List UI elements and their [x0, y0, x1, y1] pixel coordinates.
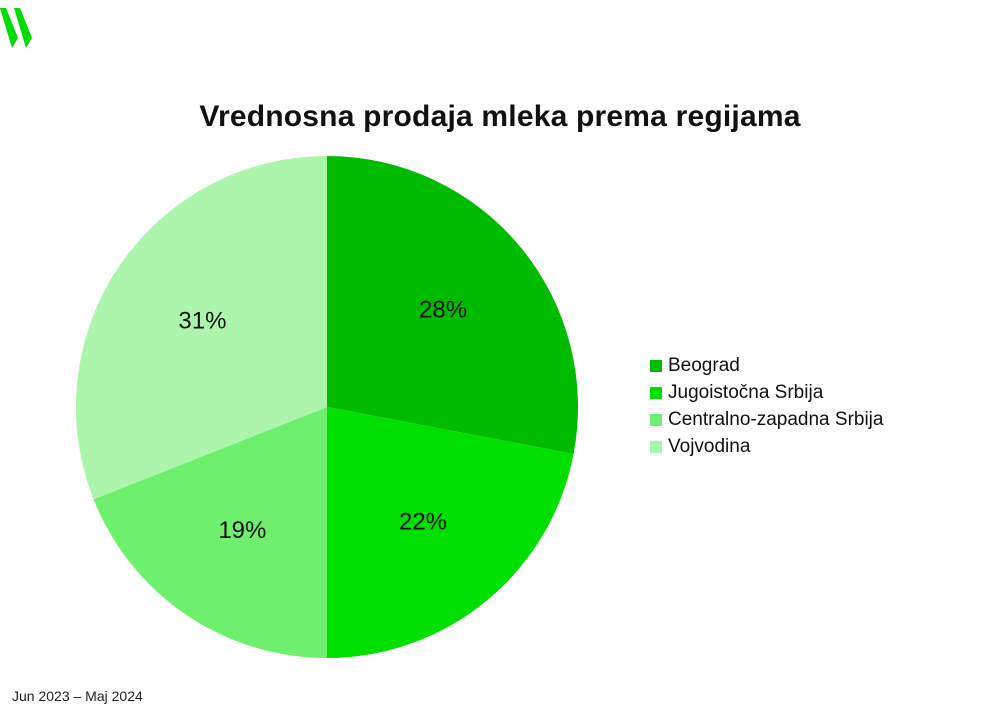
legend-label: Jugoistočna Srbija — [668, 381, 824, 403]
legend-label: Centralno-zapadna Srbija — [668, 408, 884, 430]
legend-swatch — [650, 359, 662, 372]
legend-swatch — [650, 413, 662, 426]
legend-label: Vojvodina — [668, 435, 751, 457]
brand-logo-icon — [0, 8, 32, 48]
chart-title: Vrednosna prodaja mleka prema regijama — [199, 100, 801, 133]
legend-label: Beograd — [668, 354, 740, 376]
legend-swatch — [650, 440, 662, 453]
pie-slice-3 — [93, 407, 327, 658]
legend-item: Beograd — [650, 352, 883, 379]
pie-slice-1 — [327, 156, 578, 455]
legend-item: Vojvodina — [650, 433, 883, 460]
slice-label-4: 31% — [178, 308, 226, 335]
slice-label-3: 19% — [218, 517, 266, 544]
legend-item: Jugoistočna Srbija — [650, 379, 883, 406]
slice-label-1: 28% — [419, 296, 467, 323]
legend-item: Centralno-zapadna Srbija — [650, 406, 883, 433]
chart-legend: Beograd Jugoistočna Srbija Centralno-zapad… — [650, 352, 883, 460]
period-label: Jun 2023 – Maj 2024 — [12, 688, 143, 704]
pie-slice-4 — [76, 156, 327, 500]
pie-slice-2 — [327, 407, 574, 658]
slice-label-2: 22% — [399, 508, 447, 535]
legend-swatch — [650, 386, 662, 399]
